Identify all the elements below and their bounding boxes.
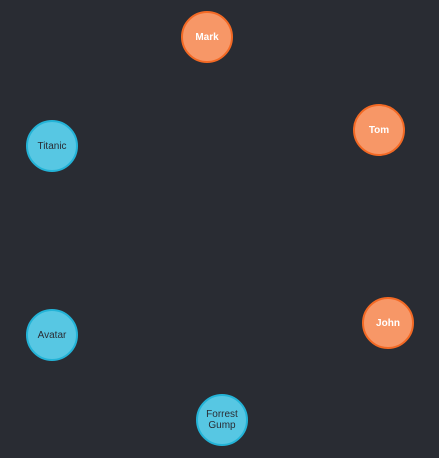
node-forrest-gump[interactable]: Forrest Gump — [196, 394, 248, 446]
node-label: Mark — [195, 31, 219, 43]
node-label: Avatar — [37, 329, 67, 341]
node-label: Forrest Gump — [206, 409, 238, 431]
node-label: Tom — [368, 124, 390, 136]
node-avatar[interactable]: Avatar — [26, 309, 78, 361]
node-tom[interactable]: Tom — [353, 104, 405, 156]
node-mark[interactable]: Mark — [181, 11, 233, 63]
node-john[interactable]: John — [362, 297, 414, 349]
node-titanic[interactable]: Titanic — [26, 120, 78, 172]
node-label: John — [376, 317, 400, 329]
node-label: Titanic — [37, 140, 67, 152]
